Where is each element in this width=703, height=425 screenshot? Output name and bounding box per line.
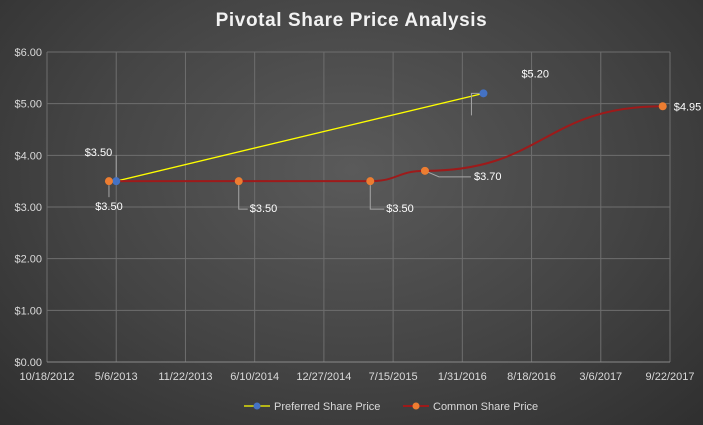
- x-tick-label: 7/15/2015: [369, 371, 418, 383]
- data-label-leader: [424, 170, 471, 178]
- data-label: $3.50: [85, 147, 113, 159]
- x-tick-label: 11/22/2013: [158, 371, 212, 383]
- data-label-leader: [369, 185, 385, 210]
- x-tick-label: 5/6/2013: [95, 371, 138, 383]
- x-tick-label: 10/18/2012: [19, 371, 74, 383]
- data-point: [104, 177, 113, 186]
- x-tick-label: 9/22/2017: [646, 371, 695, 383]
- series-line: [116, 92, 484, 182]
- legend-marker: [412, 402, 420, 410]
- legend-label: Preferred Share Price: [274, 401, 380, 413]
- y-tick-label: $2.00: [14, 254, 42, 266]
- x-tick-label: 12/27/2014: [296, 371, 351, 383]
- x-tick-label: 8/18/2016: [507, 371, 556, 383]
- chart-title: Pivotal Share Price Analysis: [215, 10, 488, 31]
- y-tick-label: $4.00: [14, 150, 42, 162]
- data-label: $5.20: [521, 68, 549, 80]
- data-label-leader: [238, 185, 248, 210]
- x-tick-label: 1/31/2016: [438, 371, 487, 383]
- series-line: [108, 105, 663, 183]
- data-label: $3.50: [250, 203, 278, 215]
- data-point: [420, 166, 429, 175]
- data-point: [479, 89, 488, 98]
- y-tick-label: $6.00: [14, 47, 42, 59]
- data-point: [112, 177, 121, 186]
- y-tick-label: $0.00: [14, 357, 42, 369]
- y-tick-label: $1.00: [14, 305, 42, 317]
- data-point: [234, 177, 243, 186]
- data-label: $3.50: [386, 203, 414, 215]
- x-tick-label: 6/10/2014: [230, 371, 279, 383]
- y-tick-label: $5.00: [14, 99, 42, 111]
- data-label: $4.95: [674, 101, 702, 113]
- legend-marker: [253, 402, 261, 410]
- data-label: $3.70: [474, 171, 502, 183]
- x-tick-label: 3/6/2017: [579, 371, 622, 383]
- data-label-leader: [470, 92, 480, 116]
- y-tick-label: $3.00: [14, 202, 42, 214]
- data-label: $3.50: [95, 201, 123, 213]
- data-point: [366, 177, 375, 186]
- legend-label: Common Share Price: [433, 401, 538, 413]
- data-point: [658, 102, 667, 111]
